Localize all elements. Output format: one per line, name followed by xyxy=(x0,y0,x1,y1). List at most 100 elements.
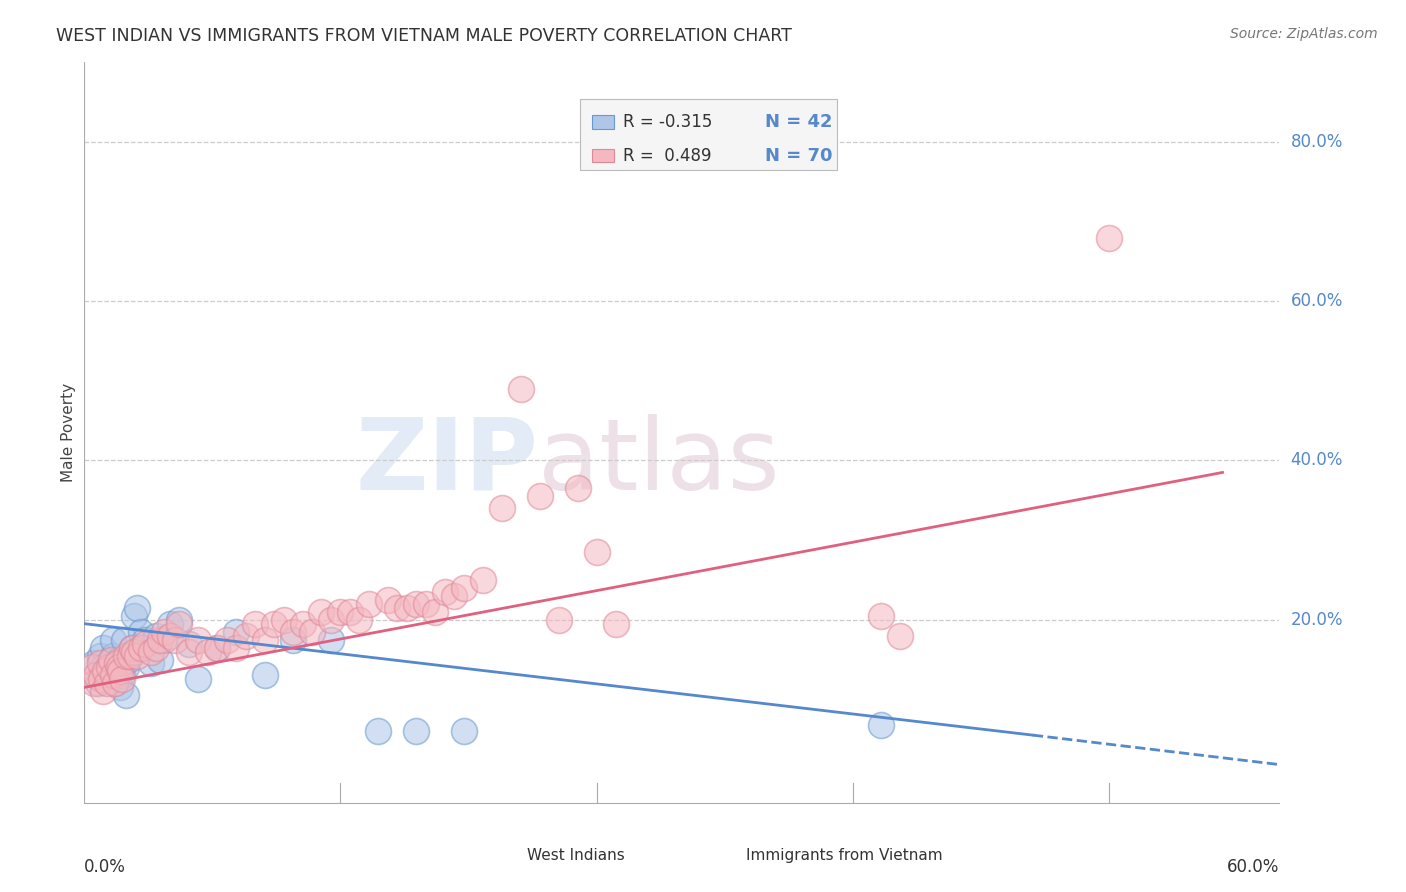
Point xyxy=(453,581,475,595)
Point xyxy=(134,632,156,647)
Point xyxy=(107,657,129,671)
Point xyxy=(107,652,129,666)
Point xyxy=(870,608,893,623)
Point xyxy=(153,624,176,639)
Point xyxy=(96,668,118,682)
Point xyxy=(291,616,314,631)
Point xyxy=(889,629,911,643)
Point xyxy=(167,616,190,631)
Point xyxy=(301,624,323,639)
Text: 20.0%: 20.0% xyxy=(1291,611,1343,629)
Point xyxy=(243,616,266,631)
Point xyxy=(86,676,108,690)
Point xyxy=(101,668,124,682)
Point xyxy=(167,613,190,627)
Point xyxy=(121,640,143,655)
Point xyxy=(129,640,152,655)
Point xyxy=(115,660,138,674)
Point xyxy=(83,676,105,690)
FancyBboxPatch shape xyxy=(496,853,519,866)
Point xyxy=(84,668,107,682)
Point xyxy=(159,629,181,643)
FancyBboxPatch shape xyxy=(592,149,614,162)
Point xyxy=(187,632,209,647)
Point xyxy=(89,657,111,671)
Point xyxy=(870,718,893,732)
Point xyxy=(129,624,152,639)
Point xyxy=(253,668,276,682)
Point xyxy=(149,652,172,666)
Point xyxy=(405,597,427,611)
Point xyxy=(443,589,465,603)
Point xyxy=(118,648,141,663)
Point xyxy=(165,632,187,647)
Point xyxy=(235,629,257,643)
Point xyxy=(122,608,145,623)
Point xyxy=(491,501,513,516)
Point xyxy=(110,665,132,679)
Point xyxy=(567,481,589,495)
Point xyxy=(83,657,105,671)
Point xyxy=(547,613,569,627)
Text: atlas: atlas xyxy=(538,414,780,511)
Point xyxy=(91,660,114,674)
Point xyxy=(139,644,162,658)
Point xyxy=(349,613,371,627)
Text: 80.0%: 80.0% xyxy=(1291,133,1343,151)
Point xyxy=(96,676,118,690)
Point xyxy=(377,592,399,607)
Point xyxy=(139,657,162,671)
Point xyxy=(225,624,247,639)
Point xyxy=(281,632,304,647)
Point xyxy=(111,657,134,671)
Point xyxy=(80,660,103,674)
Point xyxy=(471,573,494,587)
Text: 60.0%: 60.0% xyxy=(1227,858,1279,876)
Text: N = 42: N = 42 xyxy=(765,113,832,131)
Point xyxy=(509,382,531,396)
Point xyxy=(585,545,607,559)
Point xyxy=(197,644,219,658)
Point xyxy=(121,640,143,655)
Point xyxy=(145,640,167,655)
Point xyxy=(395,600,418,615)
Point xyxy=(98,660,121,674)
Point xyxy=(367,724,389,739)
Point xyxy=(111,673,134,687)
Point xyxy=(205,640,228,655)
Point xyxy=(319,632,342,647)
Point xyxy=(127,648,149,663)
Text: ZIP: ZIP xyxy=(356,414,538,511)
Point xyxy=(177,644,200,658)
Point xyxy=(215,632,238,647)
Text: 0.0%: 0.0% xyxy=(84,858,127,876)
Point xyxy=(253,632,276,647)
Point xyxy=(433,584,456,599)
Point xyxy=(89,648,111,663)
FancyBboxPatch shape xyxy=(592,115,614,128)
FancyBboxPatch shape xyxy=(718,853,740,866)
Point xyxy=(529,489,551,503)
Point xyxy=(134,637,156,651)
Point xyxy=(115,648,138,663)
Point xyxy=(107,660,129,674)
Text: N = 70: N = 70 xyxy=(765,146,832,165)
Point xyxy=(101,648,124,663)
Text: Immigrants from Vietnam: Immigrants from Vietnam xyxy=(747,848,943,863)
Point xyxy=(112,632,135,647)
Point xyxy=(205,640,228,655)
Point xyxy=(387,600,409,615)
Point xyxy=(281,624,304,639)
Point xyxy=(225,640,247,655)
Point xyxy=(339,605,361,619)
Text: West Indians: West Indians xyxy=(527,848,624,863)
Text: Source: ZipAtlas.com: Source: ZipAtlas.com xyxy=(1230,27,1378,41)
Point xyxy=(605,616,627,631)
Point xyxy=(159,616,181,631)
Point xyxy=(117,652,139,666)
Text: 40.0%: 40.0% xyxy=(1291,451,1343,469)
Point xyxy=(94,665,117,679)
Point xyxy=(329,605,352,619)
Point xyxy=(90,673,112,687)
FancyBboxPatch shape xyxy=(581,99,838,169)
